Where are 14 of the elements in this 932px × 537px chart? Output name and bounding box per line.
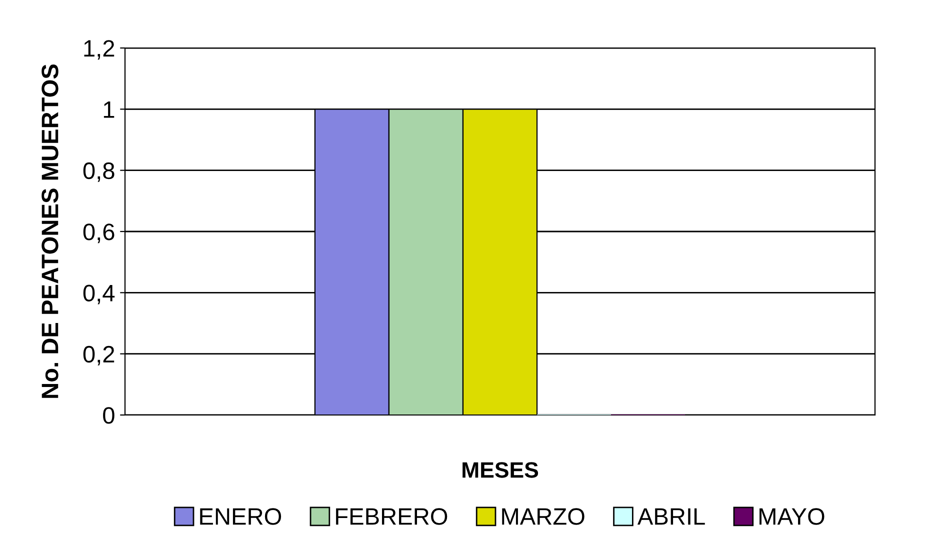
y-tick-label: 0,8 <box>83 162 114 182</box>
y-tick-label: 0 <box>103 407 114 424</box>
y-axis-title: No. DE PEATONES MUERTOS <box>42 64 58 398</box>
y-tick-label: 0,2 <box>83 346 114 366</box>
y-tick-label: 1,2 <box>84 40 114 60</box>
y-tick-label: 0,4 <box>83 284 115 304</box>
y-tick-label: 0,6 <box>83 224 114 244</box>
x-axis-title: MESES <box>462 462 538 478</box>
legend-label: ENERO <box>200 508 282 525</box>
legend-label: FEBRERO <box>336 508 448 525</box>
legend-label: ABRIL <box>637 508 705 525</box>
legend-label: MARZO <box>502 508 584 525</box>
legend-label: MAYO <box>760 508 824 525</box>
y-tick-label: 1 <box>104 101 114 118</box>
